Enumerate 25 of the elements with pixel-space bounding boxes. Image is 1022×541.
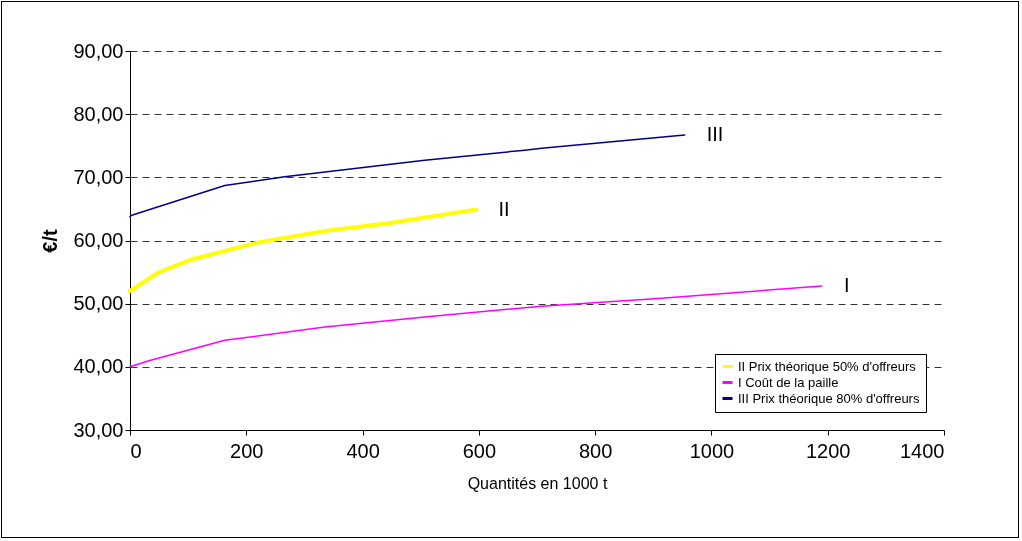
legend-label: III Prix théorique 80% d'offreurs [738,390,920,406]
legend-label: I Coût de la paille [738,374,839,390]
x-tick-label: 1200 [805,439,851,462]
x-tick-label: 200 [230,439,264,462]
line-series [129,134,686,218]
annotation: II [498,197,510,220]
x-tick-label: 400 [346,439,380,462]
x-tick-label: 800 [578,439,613,462]
y-tick-label: 30,00 [73,418,124,441]
x-tick-label: 1400 [900,439,945,462]
annotation: III [706,123,724,146]
y-tick-label: 50,00 [73,292,124,315]
annotation: I [843,273,850,296]
y-axis-title: €/t [39,228,62,253]
x-tick-label: 600 [462,439,497,462]
legend-label: II Prix théorique 50% d'offreurs [738,358,917,374]
line-series [128,207,479,294]
y-tick-label: 70,00 [73,165,124,188]
x-tick-label: 0 [130,439,142,462]
y-tick-label: 40,00 [73,355,124,378]
x-tick-label: 1000 [689,439,735,462]
x-axis-title: Quantités en 1000 t [467,474,608,492]
y-tick-label: 60,00 [73,229,124,251]
y-tick-label: 80,00 [73,102,124,125]
y-tick-label: 90,00 [73,39,124,62]
